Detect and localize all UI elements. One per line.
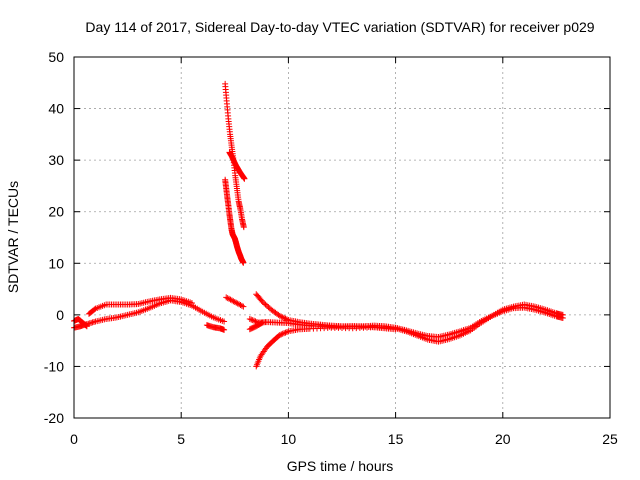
data-point-arc-a <box>221 318 228 325</box>
data-point-arc-c <box>82 322 89 328</box>
x-axis-label: GPS time / hours <box>287 458 394 474</box>
data-point-arc-k <box>246 315 253 322</box>
data-point-arc-i <box>259 298 266 305</box>
data-point-arc-k <box>559 314 566 321</box>
data-point-arc-c <box>83 322 90 329</box>
grid-lines <box>74 57 610 418</box>
y-tick-label: 0 <box>56 307 64 323</box>
y-tick-label: 10 <box>48 255 64 271</box>
data-point-arc-i <box>263 302 270 309</box>
data-point-arc-i <box>282 315 289 322</box>
data-point-arc-i <box>261 300 268 307</box>
y-tick-label: 20 <box>48 204 64 220</box>
data-point-arc-j <box>276 331 283 338</box>
data-point-arc-j <box>282 329 289 336</box>
data-point-arc-i <box>258 297 265 304</box>
y-tick-label: 40 <box>48 101 64 117</box>
y-tick-label: -20 <box>44 410 64 426</box>
x-tick-label: 5 <box>177 431 185 447</box>
data-point-arc-j <box>283 328 290 335</box>
plot-frame <box>73 56 611 419</box>
data-point-arc-i <box>278 313 285 320</box>
chart-title: Day 114 of 2017, Sidereal Day-to-day VTE… <box>85 19 594 35</box>
data-point-arc-c <box>83 323 90 330</box>
data-point-arc-e <box>238 302 245 309</box>
y-tick-label: -10 <box>44 358 64 374</box>
data-point-arc-f <box>241 175 248 182</box>
data-point-arc-j <box>278 331 285 338</box>
data-point-arc-k <box>251 317 258 324</box>
data-point-arc-b <box>188 299 195 306</box>
y-axis-label: SDTVAR / TECUs <box>5 181 21 293</box>
data-points <box>71 80 566 370</box>
x-tick-label: 20 <box>495 431 511 447</box>
data-point-arc-k <box>248 316 255 323</box>
x-tick-label: 0 <box>70 431 78 447</box>
data-point-arc-d <box>221 326 228 333</box>
y-tick-label: 30 <box>48 152 64 168</box>
data-point-arc-k <box>252 318 259 325</box>
data-point-arc-i <box>262 301 269 308</box>
x-tick-label: 15 <box>388 431 404 447</box>
data-point-arc-l <box>258 320 265 327</box>
data-point-arc-j <box>281 330 288 337</box>
data-point-arc-i <box>281 314 288 321</box>
x-tick-label: 10 <box>281 431 297 447</box>
data-point-arc-h <box>240 224 247 231</box>
data-point-arc-e <box>240 303 247 310</box>
data-point-arc-l <box>259 319 266 326</box>
data-point-arc-i <box>276 312 283 319</box>
x-tick-label: 25 <box>602 431 618 447</box>
data-point-arc-j <box>279 330 286 337</box>
data-point-arc-k <box>249 317 256 324</box>
data-point-arc-g <box>240 259 247 266</box>
data-point-arc-i <box>279 314 286 321</box>
data-point-arc-i <box>265 304 272 311</box>
y-tick-label: 50 <box>48 49 64 65</box>
